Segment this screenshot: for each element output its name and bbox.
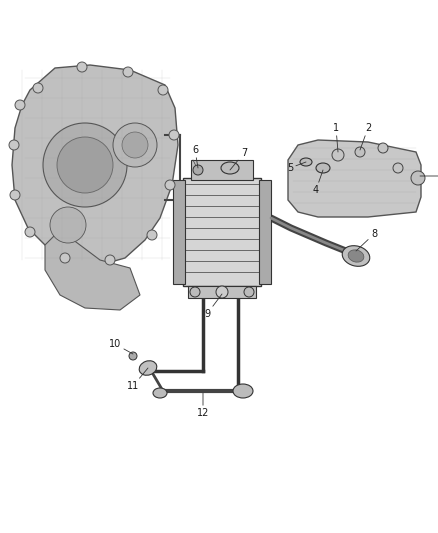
Circle shape xyxy=(57,137,113,193)
Ellipse shape xyxy=(348,250,364,262)
Circle shape xyxy=(411,171,425,185)
Circle shape xyxy=(15,100,25,110)
Text: 3: 3 xyxy=(420,171,438,181)
Text: 8: 8 xyxy=(356,229,377,251)
Ellipse shape xyxy=(300,158,312,166)
Circle shape xyxy=(50,207,86,243)
Circle shape xyxy=(378,143,388,153)
Circle shape xyxy=(332,149,344,161)
Circle shape xyxy=(9,140,19,150)
Text: 2: 2 xyxy=(360,123,371,150)
Circle shape xyxy=(122,132,148,158)
Circle shape xyxy=(165,180,175,190)
Bar xyxy=(259,180,271,284)
Ellipse shape xyxy=(153,388,167,398)
Text: 1: 1 xyxy=(333,123,339,152)
Circle shape xyxy=(60,253,70,263)
Text: 9: 9 xyxy=(204,294,222,319)
Text: 7: 7 xyxy=(230,148,247,170)
Circle shape xyxy=(216,286,228,298)
Circle shape xyxy=(190,287,200,297)
Text: 4: 4 xyxy=(313,170,323,195)
Ellipse shape xyxy=(221,162,239,174)
Circle shape xyxy=(113,123,157,167)
Bar xyxy=(191,160,253,180)
Circle shape xyxy=(244,287,254,297)
Polygon shape xyxy=(45,230,140,310)
Ellipse shape xyxy=(316,163,330,173)
Ellipse shape xyxy=(342,246,370,266)
Text: 12: 12 xyxy=(197,393,209,418)
Circle shape xyxy=(43,123,127,207)
Circle shape xyxy=(147,230,157,240)
Circle shape xyxy=(129,352,137,360)
Circle shape xyxy=(158,85,168,95)
Circle shape xyxy=(10,190,20,200)
Circle shape xyxy=(169,130,179,140)
Text: 5: 5 xyxy=(287,162,306,173)
Text: 10: 10 xyxy=(109,339,133,354)
Polygon shape xyxy=(12,65,178,265)
Circle shape xyxy=(393,163,403,173)
Circle shape xyxy=(105,255,115,265)
Circle shape xyxy=(25,227,35,237)
Polygon shape xyxy=(288,140,421,217)
Bar xyxy=(183,178,261,286)
Bar xyxy=(188,286,256,298)
Text: 11: 11 xyxy=(127,368,148,391)
Bar xyxy=(173,180,185,284)
Text: 6: 6 xyxy=(192,145,198,168)
Ellipse shape xyxy=(233,384,253,398)
Ellipse shape xyxy=(139,361,157,375)
Circle shape xyxy=(355,147,365,157)
Circle shape xyxy=(123,67,133,77)
Circle shape xyxy=(77,62,87,72)
Circle shape xyxy=(33,83,43,93)
Circle shape xyxy=(193,165,203,175)
